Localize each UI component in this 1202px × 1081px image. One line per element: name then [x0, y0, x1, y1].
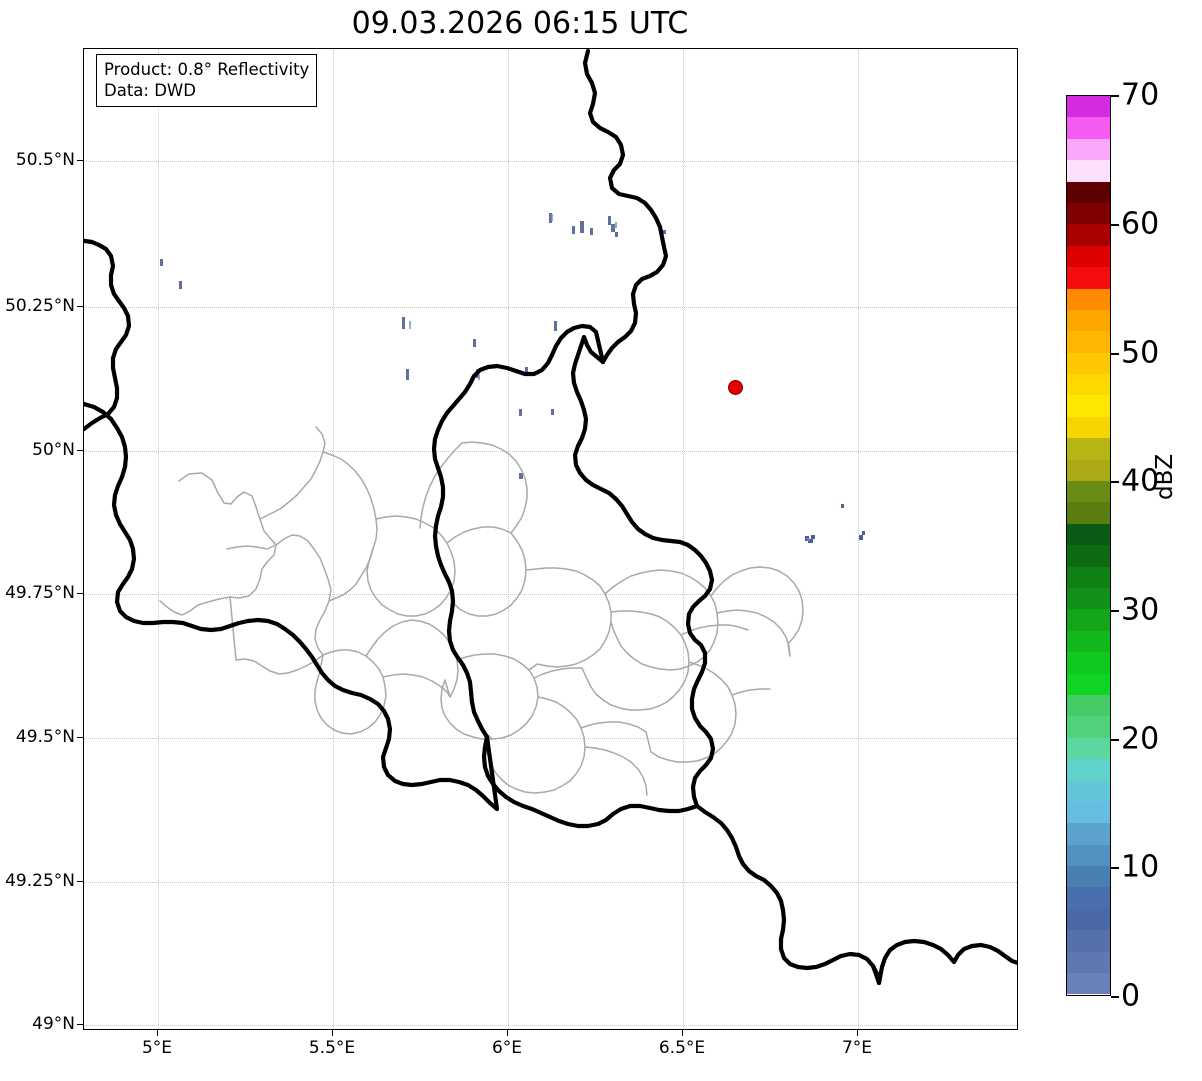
radar-station-marker[interactable] — [728, 380, 743, 395]
reflectivity-colorbar[interactable] — [1066, 95, 1111, 996]
colorbar-band — [1067, 930, 1110, 952]
ytick-49_75 — [77, 593, 83, 594]
xtick-label-5_5: 5.5°E — [308, 1038, 356, 1058]
ytick-label-50: 50°N — [32, 440, 75, 460]
ytick-50_5 — [77, 160, 83, 161]
ytick-label-49_25: 49.25°N — [5, 871, 75, 891]
cbtick-60 — [1111, 224, 1119, 226]
product-info-line: Product: 0.8° Reflectivity — [104, 60, 310, 79]
colorbar-band — [1067, 587, 1110, 610]
colorbar-band — [1067, 694, 1110, 717]
colorbar-band — [1067, 973, 1110, 995]
colorbar-band — [1067, 523, 1110, 546]
colorbar-band — [1067, 673, 1110, 695]
xtick-5 — [157, 1030, 158, 1036]
cbtick-20 — [1111, 739, 1119, 741]
cbtick-40 — [1111, 481, 1119, 483]
gridline-lat-49_5 — [84, 738, 1017, 740]
ytick-49_25 — [77, 881, 83, 882]
colorbar-axis-label: dBZ — [1152, 453, 1178, 500]
cbtick-30 — [1111, 610, 1119, 612]
colorbar-band — [1067, 908, 1110, 931]
gridline-lat-50 — [84, 451, 1017, 453]
cblabel-50: 50 — [1121, 335, 1160, 371]
colorbar-band — [1067, 138, 1110, 161]
page-title: 09.03.2026 06:15 UTC — [351, 6, 689, 41]
colorbar-band — [1067, 459, 1110, 482]
colorbar-band — [1067, 716, 1110, 738]
xtick-6 — [507, 1030, 508, 1036]
xtick-5_5 — [332, 1030, 333, 1036]
colorbar-band — [1067, 160, 1110, 182]
colorbar-band — [1067, 245, 1110, 268]
ytick-label-49_75: 49.75°N — [5, 583, 75, 603]
gridline-lon-7 — [858, 49, 860, 1029]
colorbar-band — [1067, 759, 1110, 781]
data-source-line: Data: DWD — [104, 81, 196, 101]
colorbar-band — [1067, 844, 1110, 867]
xtick-label-7: 7°E — [841, 1038, 873, 1058]
gridline-lat-50_5 — [84, 161, 1017, 163]
colorbar-band — [1067, 887, 1110, 909]
xtick-label-6_5: 6.5°E — [658, 1038, 706, 1058]
colorbar-band — [1067, 609, 1110, 631]
ytick-label-49_5: 49.5°N — [15, 727, 75, 747]
colorbar-band — [1067, 630, 1110, 653]
gridline-lat-49 — [84, 1025, 1017, 1027]
cblabel-0: 0 — [1121, 978, 1141, 1014]
gridline-lat-50_25 — [84, 307, 1017, 309]
cblabel-20: 20 — [1121, 721, 1160, 757]
ytick-label-49: 49°N — [32, 1014, 75, 1034]
colorbar-band — [1067, 117, 1110, 139]
ytick-label-50_25: 50.25°N — [5, 296, 75, 316]
ytick-50_25 — [77, 306, 83, 307]
colorbar-band — [1067, 374, 1110, 396]
colorbar-band — [1067, 481, 1110, 503]
colorbar-band — [1067, 438, 1110, 460]
xtick-6_5 — [682, 1030, 683, 1036]
gridline-lat-49_75 — [84, 594, 1017, 596]
colorbar-band — [1067, 202, 1110, 225]
gridline-lat-49_25 — [84, 882, 1017, 884]
colorbar-band — [1067, 224, 1110, 246]
colorbar-band — [1067, 652, 1110, 674]
cbtick-10 — [1111, 867, 1119, 869]
colorbar-band — [1067, 502, 1110, 524]
product-info-box: Product: 0.8° Reflectivity Data: DWD — [96, 54, 318, 108]
cbtick-0 — [1111, 996, 1119, 998]
colorbar-band — [1067, 566, 1110, 588]
xtick-7 — [857, 1030, 858, 1036]
colorbar-band — [1067, 780, 1110, 802]
cbtick-50 — [1111, 353, 1119, 355]
cblabel-40: 40 — [1121, 463, 1160, 499]
cblabel-60: 60 — [1121, 206, 1160, 242]
colorbar-band — [1067, 545, 1110, 567]
colorbar-band — [1067, 866, 1110, 888]
colorbar-band — [1067, 96, 1110, 118]
cblabel-70: 70 — [1121, 77, 1160, 113]
colorbar-band — [1067, 951, 1110, 974]
ytick-label-50_5: 50.5°N — [15, 150, 75, 170]
colorbar-band — [1067, 331, 1110, 353]
cblabel-10: 10 — [1121, 849, 1160, 885]
cblabel-30: 30 — [1121, 592, 1160, 628]
colorbar-band — [1067, 823, 1110, 845]
xtick-label-6: 6°E — [491, 1038, 523, 1058]
xtick-label-5: 5°E — [141, 1038, 173, 1058]
colorbar-band — [1067, 288, 1110, 310]
ytick-49 — [77, 1024, 83, 1025]
colorbar-band — [1067, 737, 1110, 760]
colorbar-band — [1067, 181, 1110, 203]
colorbar-band — [1067, 352, 1110, 375]
colorbar-band — [1067, 309, 1110, 332]
ytick-49_5 — [77, 737, 83, 738]
colorbar-band — [1067, 801, 1110, 824]
colorbar-band — [1067, 267, 1110, 289]
colorbar-band — [1067, 416, 1110, 439]
ytick-50 — [77, 450, 83, 451]
map-plot-area[interactable]: Product: 0.8° Reflectivity Data: DWD — [83, 48, 1018, 1030]
colorbar-band — [1067, 395, 1110, 417]
cbtick-70 — [1111, 95, 1119, 97]
